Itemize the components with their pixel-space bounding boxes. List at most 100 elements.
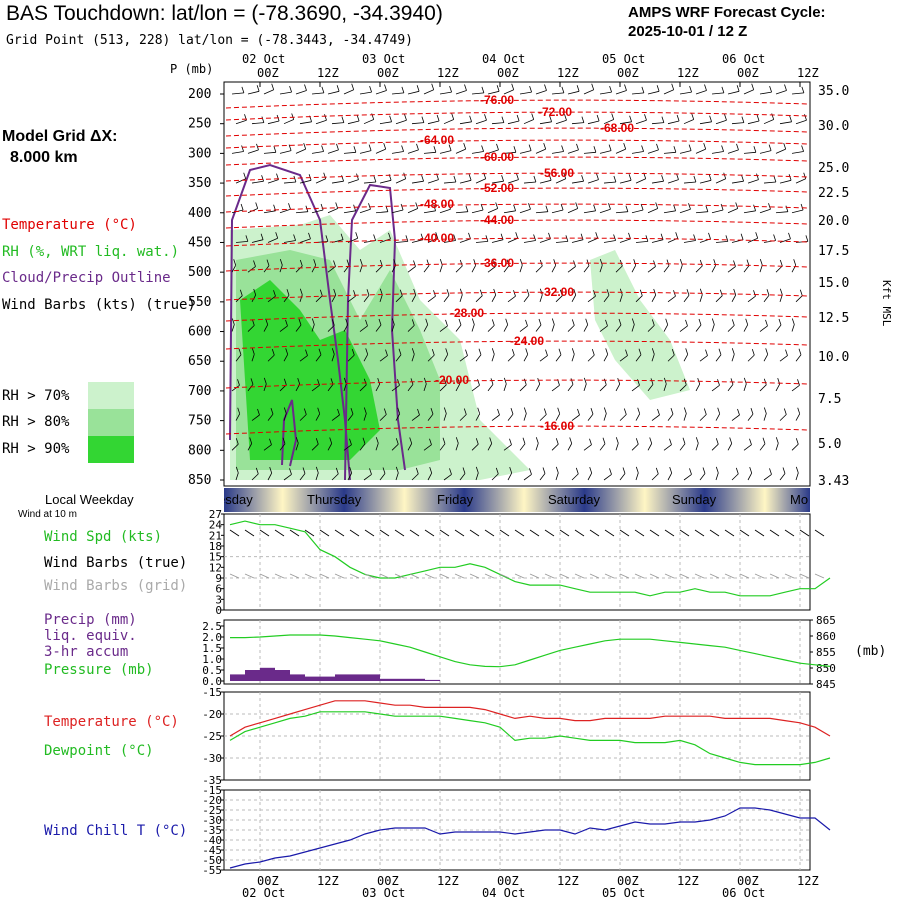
precip-bar bbox=[245, 670, 260, 681]
wind-barb bbox=[395, 178, 406, 184]
wind-barb-10m bbox=[709, 529, 720, 537]
wind-barb-flag bbox=[421, 116, 425, 123]
wind-barb bbox=[663, 89, 674, 95]
wind-barb bbox=[775, 148, 786, 154]
wind-barb-flag bbox=[557, 407, 561, 414]
wind-barb bbox=[251, 414, 260, 421]
wind-barb-flag bbox=[670, 407, 674, 415]
wind-barb-flag bbox=[237, 379, 240, 386]
wind-barb-10m bbox=[409, 529, 420, 537]
wind-barb-flag bbox=[571, 319, 575, 326]
wind-barb-10m bbox=[574, 529, 585, 537]
wind-barb-grid bbox=[574, 573, 585, 579]
wind-barb-10m bbox=[274, 529, 285, 537]
wind-barb bbox=[555, 178, 566, 184]
wind-barb-flag bbox=[464, 84, 467, 91]
wind-barb bbox=[587, 354, 595, 362]
wind-barb-flag bbox=[318, 348, 322, 355]
pressure-level-label: 200 bbox=[188, 87, 211, 102]
wind-barb-flag bbox=[657, 408, 660, 416]
wind-barb-10m bbox=[604, 529, 615, 537]
wind-barb bbox=[715, 241, 728, 243]
precip-ytick: 0.5 bbox=[202, 664, 222, 677]
wind-barb bbox=[507, 472, 513, 481]
wind-barb-flag bbox=[639, 289, 643, 296]
wind-barb-flag bbox=[629, 115, 632, 122]
wind-barb bbox=[443, 181, 456, 184]
wind-barb bbox=[551, 384, 560, 392]
wind-barb bbox=[487, 266, 496, 273]
wind-barb bbox=[695, 211, 708, 214]
wind-barb bbox=[571, 122, 584, 125]
wind-barb bbox=[507, 354, 515, 362]
wind-barb-flag bbox=[608, 203, 611, 210]
wind-barb-flag bbox=[602, 437, 606, 444]
wind-barb bbox=[251, 354, 255, 362]
wind-barb bbox=[523, 354, 529, 362]
wind-barb-flag bbox=[417, 408, 420, 416]
wind-barb-flag bbox=[345, 318, 349, 325]
wind-barb-flag bbox=[320, 203, 324, 211]
wind-barb-flag bbox=[429, 466, 433, 474]
wind-barb-flag bbox=[703, 408, 707, 415]
wind-barb-flag bbox=[445, 319, 448, 327]
wind-barb-flag bbox=[782, 467, 786, 474]
wind-barb-flag bbox=[771, 113, 775, 120]
wind-barb-flag bbox=[481, 86, 485, 94]
pressure-level-label: 550 bbox=[188, 295, 211, 310]
bottom-hour-7: 12Z bbox=[677, 874, 699, 888]
wind-barb bbox=[455, 90, 467, 95]
wind-barb-grid bbox=[679, 573, 690, 579]
wind-barb bbox=[779, 238, 791, 243]
bottom-date-1: 03 Oct bbox=[362, 886, 406, 900]
bottom-date-0: 02 Oct bbox=[242, 886, 286, 900]
wind-barb-flag bbox=[346, 259, 350, 266]
wind-barb-grid bbox=[664, 573, 675, 579]
wind-barb bbox=[619, 414, 627, 421]
wind-barb-10m bbox=[649, 529, 660, 537]
wind-barb bbox=[407, 443, 413, 451]
wind-barb bbox=[603, 354, 609, 362]
wind-barb bbox=[427, 295, 436, 303]
wind-barb bbox=[699, 179, 712, 184]
wind-chill-label: Wind Chill T (°C) bbox=[44, 823, 188, 839]
wind-barb-flag bbox=[685, 319, 688, 327]
wind-ytick: 3 bbox=[215, 593, 222, 606]
wind-barb-flag bbox=[768, 144, 772, 151]
wind-barb-10m bbox=[679, 529, 690, 537]
wind-barb-flag bbox=[553, 259, 557, 266]
wind-barb bbox=[535, 211, 548, 214]
wind-barb-flag bbox=[704, 84, 707, 91]
wind-barb bbox=[423, 151, 436, 154]
wind-barb bbox=[391, 151, 404, 154]
weekday-label: Local Weekday bbox=[45, 492, 134, 507]
wind-barb-flag bbox=[702, 467, 706, 474]
wind-barb-flag bbox=[253, 288, 257, 296]
wind-barb bbox=[439, 91, 452, 95]
wind-barb-flag bbox=[377, 377, 381, 385]
pressure-level-label: 600 bbox=[188, 325, 211, 340]
wind-barb-flag bbox=[543, 142, 547, 150]
wind-barb-flag bbox=[351, 348, 355, 356]
wind-barb bbox=[395, 119, 407, 125]
wind-barb bbox=[327, 325, 335, 332]
wind-barb bbox=[491, 473, 499, 481]
wind-barb-10m bbox=[634, 529, 645, 537]
wind-barb-flag bbox=[756, 173, 759, 180]
wind-barb-flag bbox=[797, 379, 800, 386]
wind-barb bbox=[283, 240, 296, 243]
wind-barb bbox=[775, 211, 788, 214]
wind-barb bbox=[311, 151, 324, 154]
wind-barb bbox=[775, 90, 787, 95]
wind-barb-10m bbox=[244, 529, 255, 537]
temperature-contour bbox=[225, 312, 809, 322]
wind-barb bbox=[635, 295, 643, 303]
wind-barb-flag bbox=[718, 348, 722, 355]
wind-barbs-true-label: Wind Barbs (true) bbox=[44, 555, 188, 571]
wind-barb-flag bbox=[349, 466, 353, 474]
wind-barb bbox=[763, 119, 774, 125]
wind-barb-flag bbox=[575, 467, 579, 475]
wind-barb bbox=[231, 92, 244, 95]
wind-barb-flag bbox=[509, 438, 512, 445]
wind-barb bbox=[231, 384, 240, 392]
